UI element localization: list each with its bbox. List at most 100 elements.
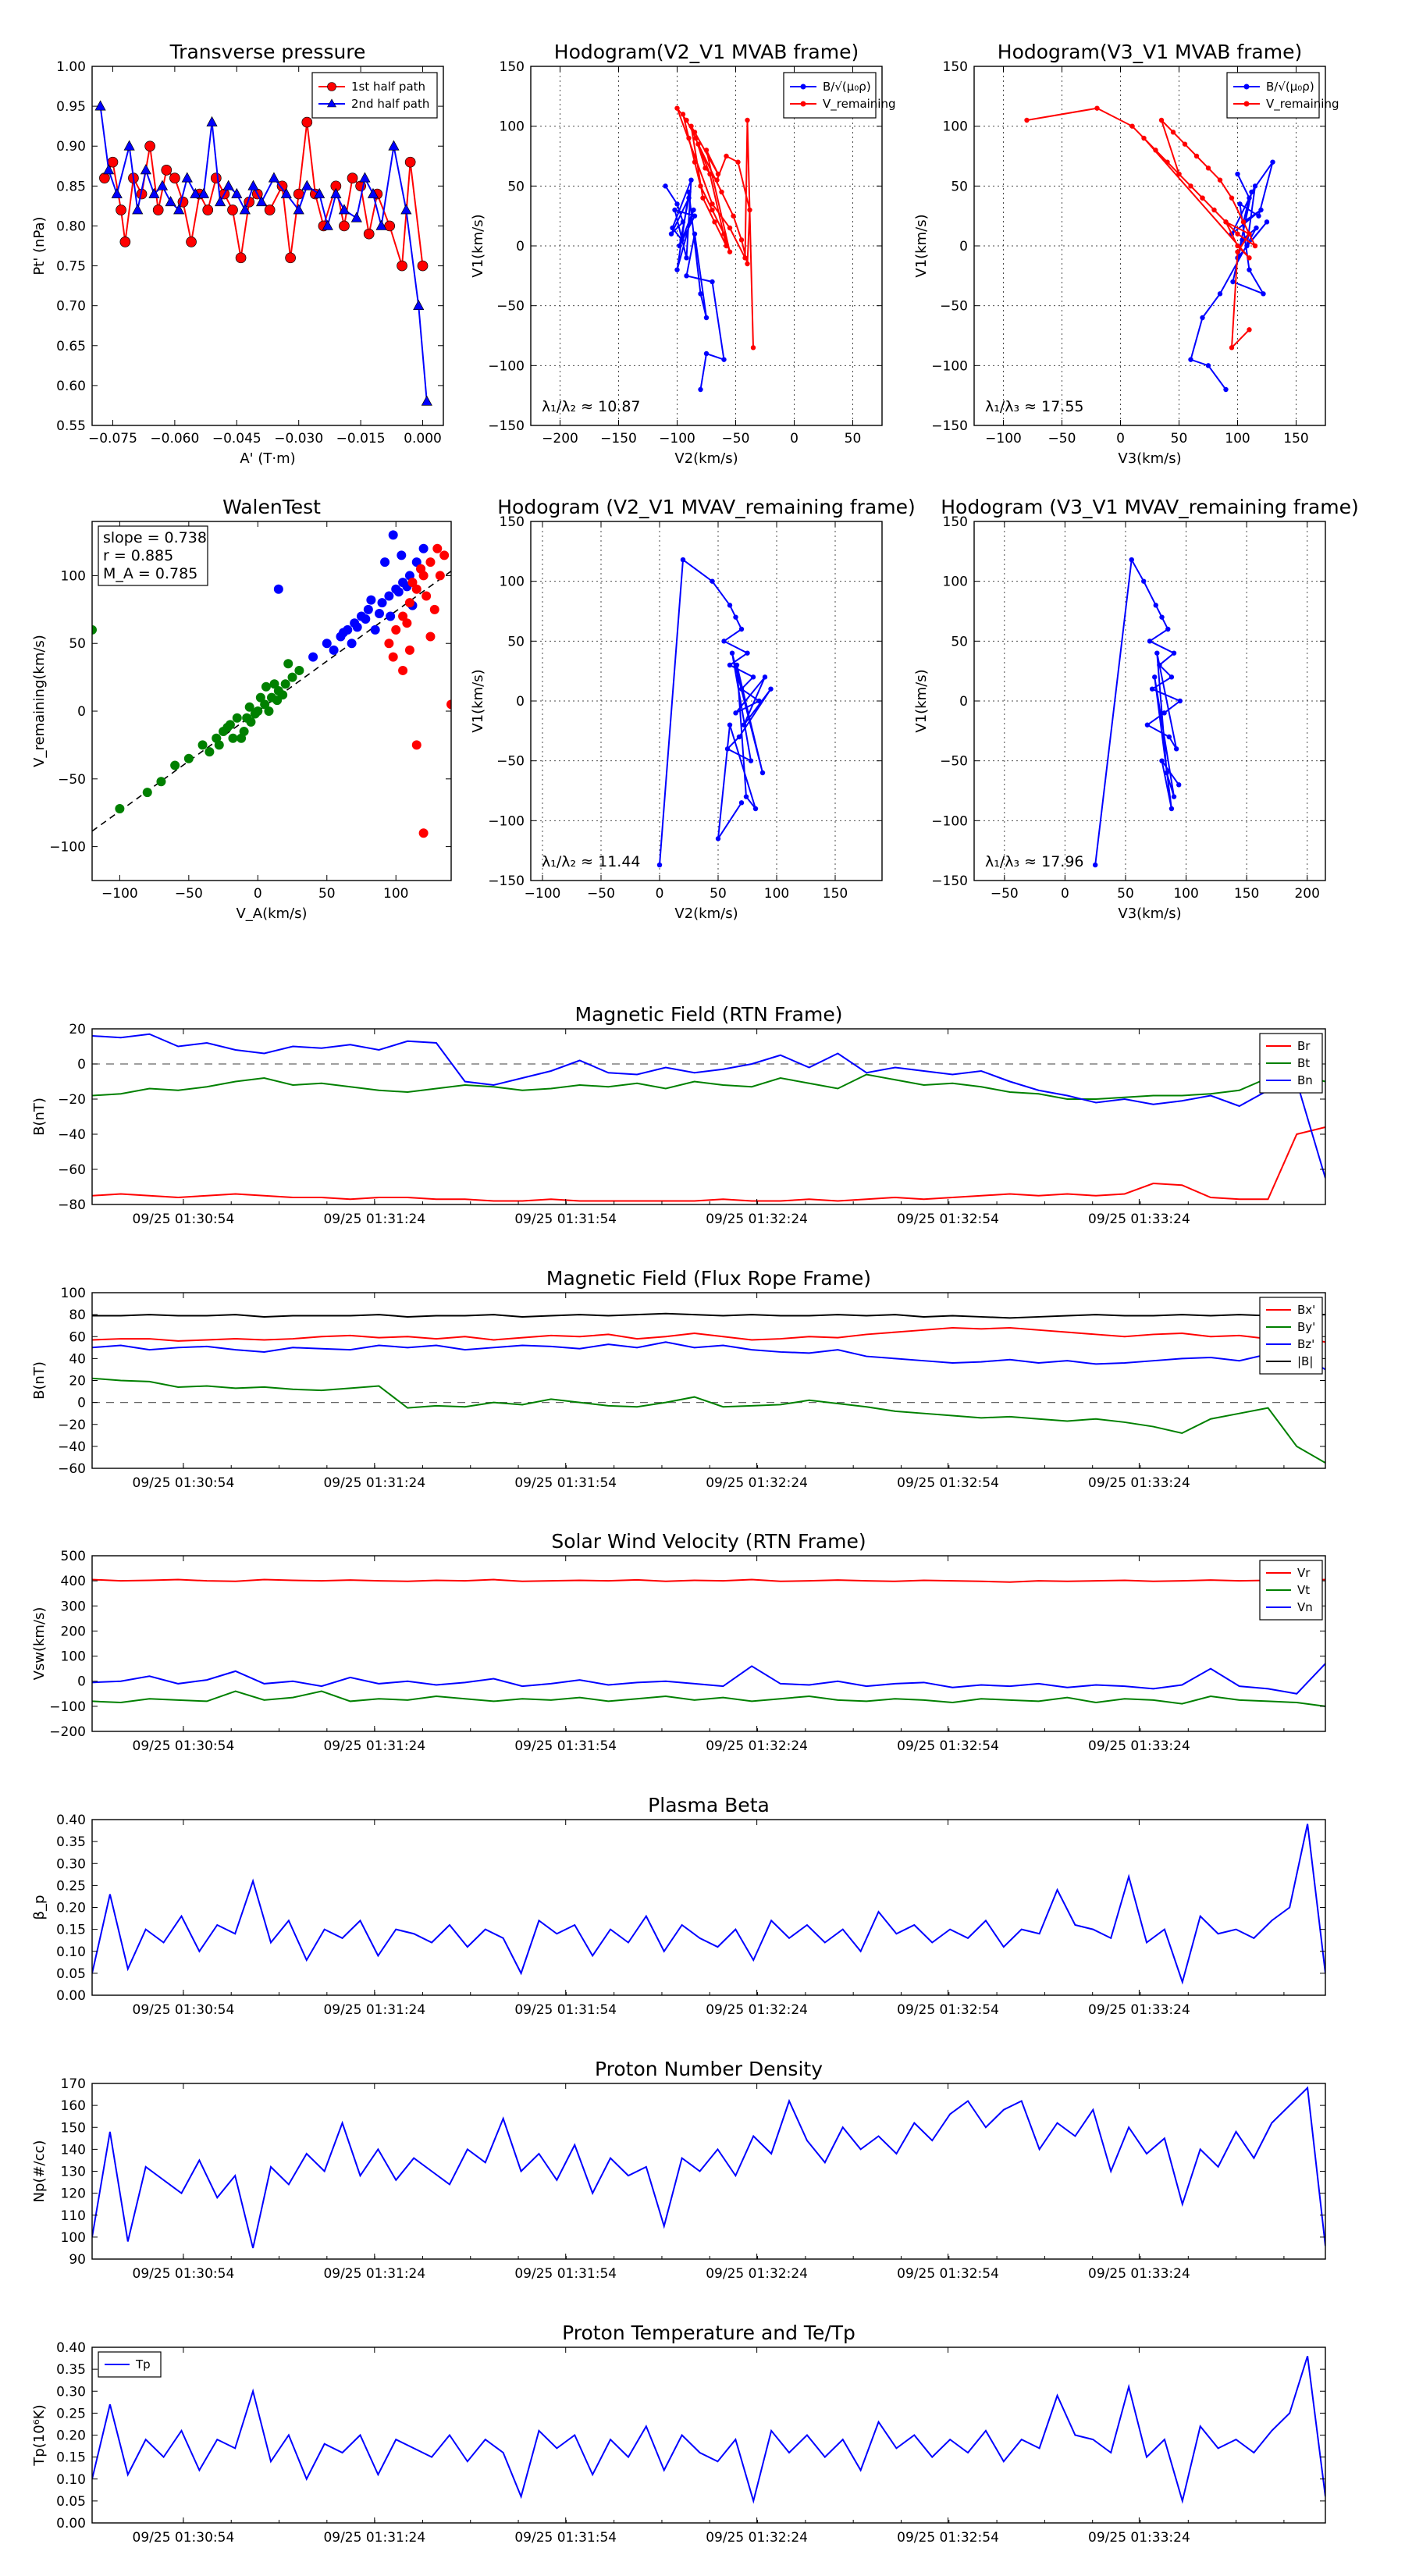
data-point bbox=[1154, 650, 1160, 656]
plot-area bbox=[92, 1823, 1325, 1985]
y-axis-label: V1(km/s) bbox=[470, 214, 486, 277]
x-tick-label: −50 bbox=[175, 886, 203, 902]
data-point bbox=[672, 207, 678, 213]
data-point bbox=[724, 153, 729, 159]
x-tick-label: 09/25 01:33:24 bbox=[1088, 2266, 1190, 2282]
data-point bbox=[156, 777, 166, 787]
y-tick-label: 80 bbox=[69, 1308, 86, 1323]
data-point bbox=[1230, 279, 1236, 285]
data-point bbox=[1153, 603, 1158, 608]
x-tick-label: 09/25 01:31:24 bbox=[323, 1475, 425, 1491]
x-axis-label: A' (T·m) bbox=[240, 450, 295, 467]
data-point bbox=[1176, 782, 1182, 788]
data-point bbox=[425, 632, 436, 642]
data-point bbox=[144, 141, 155, 152]
y-axis-label: B(nT) bbox=[31, 1098, 48, 1136]
data-point bbox=[1261, 291, 1266, 297]
data-point bbox=[350, 212, 362, 222]
data-point bbox=[1173, 746, 1179, 752]
data-point bbox=[439, 550, 450, 560]
axes-frame bbox=[91, 1555, 1326, 1732]
y-tick-label: −100 bbox=[488, 358, 525, 374]
data-point bbox=[181, 172, 193, 183]
data-point bbox=[1252, 183, 1258, 189]
x-tick-label: 0 bbox=[790, 431, 799, 447]
y-tick-label: −50 bbox=[496, 754, 525, 770]
data-point bbox=[123, 140, 135, 151]
plot-area bbox=[92, 530, 451, 838]
data-point bbox=[276, 180, 288, 192]
x-tick-label: 0.000 bbox=[404, 431, 442, 447]
y-tick-label: −20 bbox=[58, 1092, 86, 1108]
data-point bbox=[1157, 662, 1162, 668]
chart-title: Proton Number Density bbox=[595, 2058, 823, 2080]
data-point bbox=[250, 709, 260, 719]
y-tick-label: −150 bbox=[488, 418, 525, 434]
x-tick-label: 100 bbox=[1225, 431, 1250, 447]
data-point bbox=[352, 622, 362, 632]
x-tick-label: 09/25 01:32:54 bbox=[897, 2530, 999, 2546]
data-point bbox=[721, 231, 727, 237]
data-point bbox=[329, 645, 339, 655]
y-tick-label: 140 bbox=[61, 2142, 86, 2158]
data-point bbox=[710, 207, 715, 213]
y-tick-label: 50 bbox=[951, 179, 968, 194]
y-tick-label: 150 bbox=[943, 59, 968, 75]
data-point bbox=[363, 604, 373, 614]
data-point bbox=[745, 261, 750, 267]
x-tick-label: 09/25 01:30:54 bbox=[133, 2530, 235, 2546]
x-tick-label: 09/25 01:33:24 bbox=[1088, 1738, 1190, 1754]
plot-area bbox=[94, 100, 432, 406]
y-tick-label: 20 bbox=[69, 1022, 86, 1037]
y-tick-label: 100 bbox=[943, 119, 968, 135]
x-tick-label: 09/25 01:32:54 bbox=[897, 2002, 999, 2018]
y-tick-label: 0.25 bbox=[56, 2406, 86, 2421]
data-point bbox=[686, 195, 692, 201]
stats-text: slope = 0.738 bbox=[103, 529, 207, 546]
data-point bbox=[366, 595, 376, 605]
y-tick-label: 150 bbox=[500, 59, 525, 75]
data-point bbox=[680, 112, 686, 117]
y-tick-label: −60 bbox=[58, 1162, 86, 1178]
data-point bbox=[210, 173, 222, 183]
x-tick-label: 100 bbox=[764, 886, 789, 902]
data-point bbox=[684, 117, 689, 123]
y-tick-label: 0.20 bbox=[56, 2428, 86, 2444]
data-point bbox=[670, 225, 675, 231]
data-point bbox=[684, 273, 689, 279]
y-tick-label: −50 bbox=[940, 754, 968, 770]
y-tick-label: 50 bbox=[69, 636, 86, 652]
x-tick-label: −0.045 bbox=[212, 431, 261, 447]
data-point bbox=[1141, 135, 1147, 141]
x-tick-label: −100 bbox=[659, 431, 695, 447]
y-tick-label: 150 bbox=[500, 514, 525, 530]
data-point bbox=[663, 183, 668, 189]
x-tick-label: 100 bbox=[1173, 886, 1198, 902]
data-point bbox=[727, 722, 733, 728]
data-point bbox=[745, 650, 750, 656]
stats-box bbox=[98, 525, 208, 586]
y-tick-label: 0.40 bbox=[56, 2340, 86, 2356]
legend-marker bbox=[326, 98, 337, 108]
data-point bbox=[1193, 153, 1200, 159]
y-axis-label: V1(km/s) bbox=[913, 214, 930, 277]
data-point bbox=[272, 696, 283, 706]
x-tick-label: 09/25 01:32:24 bbox=[706, 1212, 808, 1227]
y-axis-label: V1(km/s) bbox=[913, 669, 930, 732]
y-axis-label: β_p bbox=[31, 1895, 48, 1920]
data-point bbox=[260, 699, 270, 710]
data-point bbox=[698, 291, 703, 297]
data-point bbox=[283, 659, 293, 669]
y-axis-label: Pt' (nPa) bbox=[31, 216, 48, 275]
chart-title: WalenTest bbox=[222, 496, 321, 518]
y-tick-label: 400 bbox=[61, 1574, 86, 1589]
y-tick-label: 100 bbox=[61, 1286, 86, 1301]
y-tick-label: 50 bbox=[507, 179, 525, 194]
data-point bbox=[684, 255, 689, 261]
data-point bbox=[152, 205, 164, 215]
series-line-bx bbox=[92, 1326, 1325, 1343]
axes-frame bbox=[91, 1819, 1326, 1996]
data-point bbox=[322, 219, 333, 230]
plot-area bbox=[92, 1578, 1325, 1707]
